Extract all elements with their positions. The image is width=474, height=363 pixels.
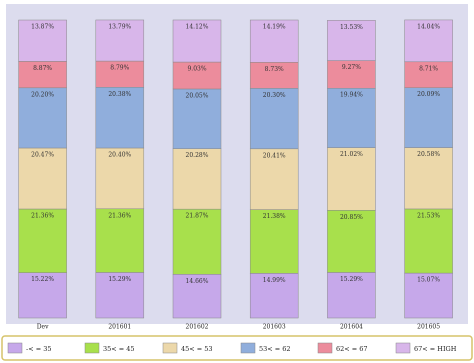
value-label: 21.02%	[340, 151, 363, 158]
value-label: 20.28%	[186, 152, 209, 159]
value-label: 20.41%	[263, 152, 286, 159]
x-tick-label: Dev	[37, 324, 49, 331]
legend-label: 35< = 45	[103, 345, 135, 353]
bar-segment	[172, 19, 222, 63]
value-label: 20.30%	[263, 92, 286, 99]
bar-segment	[18, 208, 67, 273]
value-label: 21.36%	[108, 212, 131, 219]
bar-segment	[327, 147, 376, 211]
value-label: 15.29%	[108, 276, 131, 283]
bar-segment	[172, 61, 222, 90]
value-label: 20.47%	[31, 151, 54, 158]
bar-segment	[404, 61, 453, 88]
bar-segment	[95, 208, 145, 273]
bar-segment	[95, 19, 145, 62]
bar-segment	[249, 209, 299, 274]
legend-label: 45< = 53	[181, 345, 213, 353]
bar-segment	[327, 272, 376, 319]
legend-swatch	[84, 342, 100, 354]
bar-segment	[172, 148, 222, 210]
legend-swatch	[317, 342, 333, 354]
legend-swatch	[7, 342, 23, 354]
bar-segment	[172, 88, 222, 149]
value-label: 8.87%	[33, 65, 52, 72]
value-label: 21.38%	[263, 213, 286, 220]
value-label: 13.53%	[340, 24, 363, 31]
value-label: 20.05%	[186, 92, 209, 99]
legend-swatch	[395, 342, 411, 354]
plot-area	[6, 4, 468, 324]
bar-segment	[327, 60, 376, 89]
value-label: 14.19%	[263, 24, 286, 31]
value-label: 14.12%	[186, 23, 209, 30]
bar-segment	[249, 273, 299, 319]
bar-segment	[95, 60, 145, 88]
x-tick-label: 201604	[340, 324, 363, 331]
x-tick-label: 201601	[108, 324, 131, 331]
x-tick-label: 201605	[417, 324, 440, 331]
value-label: 20.58%	[417, 151, 440, 158]
value-label: 20.38%	[108, 91, 131, 98]
bar-segment	[249, 88, 299, 150]
value-label: 15.22%	[31, 276, 54, 283]
bar-segment	[404, 272, 453, 319]
value-label: 13.79%	[108, 23, 131, 30]
bar-segment	[18, 272, 67, 319]
x-tick-label: 201603	[263, 324, 286, 331]
value-label: 15.07%	[417, 277, 440, 284]
value-label: 8.71%	[419, 65, 438, 72]
value-label: 14.04%	[417, 23, 440, 30]
bar-segment	[95, 147, 145, 210]
value-label: 20.85%	[340, 214, 363, 221]
legend-label: 62< = 67	[336, 345, 368, 353]
value-label: 20.40%	[108, 151, 131, 158]
value-label: 21.87%	[186, 213, 209, 220]
bar-segment	[404, 19, 453, 63]
bar-segment	[95, 87, 145, 149]
bar-segment	[95, 272, 145, 319]
legend-label: -< = 35	[26, 345, 52, 353]
value-label: 15.29%	[340, 276, 363, 283]
bar-segment	[18, 19, 67, 62]
legend-label: 53< = 62	[259, 345, 291, 353]
value-label: 14.66%	[186, 278, 209, 285]
value-label: 9.03%	[187, 66, 206, 73]
value-label: 8.73%	[265, 66, 284, 73]
legend-swatch	[240, 342, 256, 354]
bar-segment	[404, 87, 453, 148]
bar-segment	[18, 61, 67, 89]
bar-segment	[172, 274, 222, 319]
bar-segment	[249, 148, 299, 210]
bar-segment	[172, 208, 222, 275]
bar-segment	[18, 147, 67, 210]
bar-segment	[249, 62, 299, 89]
value-label: 20.20%	[31, 91, 54, 98]
value-label: 19.94%	[340, 92, 363, 99]
bar-segment	[327, 20, 376, 61]
x-tick-label: 201602	[186, 324, 209, 331]
value-label: 8.79%	[110, 65, 129, 72]
value-label: 14.99%	[263, 277, 286, 284]
value-label: 9.27%	[342, 64, 361, 71]
value-label: 13.87%	[31, 24, 54, 31]
bar-segment	[327, 87, 376, 148]
legend-box	[1, 335, 473, 361]
bar-segment	[404, 208, 453, 274]
legend-swatch	[162, 342, 178, 354]
value-label: 21.53%	[417, 212, 440, 219]
bar-segment	[249, 19, 299, 63]
value-label: 20.09%	[417, 91, 440, 98]
legend-label: 67< = HIGH	[414, 345, 457, 353]
value-label: 21.36%	[31, 212, 54, 219]
bar-segment	[327, 210, 376, 273]
